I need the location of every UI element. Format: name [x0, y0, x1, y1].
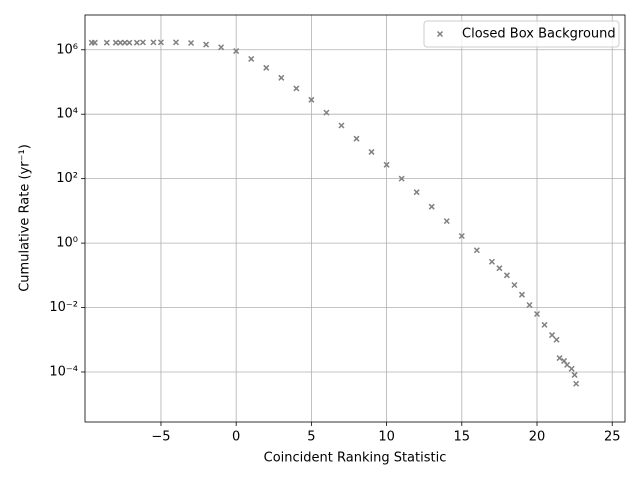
point	[91, 39, 98, 46]
y-tick-label: 10⁰	[56, 236, 78, 251]
y-axis-label: Cumulative Rate (yr⁻¹)	[18, 144, 33, 292]
point	[568, 365, 575, 372]
point	[496, 265, 503, 272]
grid	[85, 15, 625, 422]
point	[103, 39, 110, 46]
point	[157, 39, 164, 46]
x-tick-label: 15	[454, 430, 471, 445]
point	[511, 281, 518, 289]
point	[556, 355, 563, 362]
x-tick-label: −5	[151, 430, 170, 445]
point	[458, 232, 465, 240]
point	[263, 64, 270, 71]
point	[573, 380, 580, 387]
point	[526, 301, 533, 309]
point	[112, 39, 119, 46]
point	[150, 39, 157, 46]
y-tick-label: 10⁻⁴	[49, 364, 78, 379]
x-tick-label: 25	[604, 430, 621, 445]
y-tick-label: 10⁶	[56, 42, 78, 57]
point	[172, 39, 180, 46]
point	[248, 55, 255, 62]
point	[488, 258, 495, 265]
point	[473, 247, 480, 254]
x-tick-label: 10	[378, 430, 395, 445]
x-tick-label: 0	[232, 430, 240, 445]
point	[533, 310, 541, 318]
point	[368, 148, 375, 155]
point	[323, 109, 330, 116]
point	[443, 218, 450, 225]
plot-frame	[84, 14, 626, 423]
point	[117, 39, 124, 46]
point	[383, 161, 390, 168]
point	[398, 175, 405, 182]
y-tick-label: 10⁴	[56, 107, 78, 122]
point	[203, 41, 210, 48]
point	[553, 336, 560, 343]
point	[503, 272, 510, 279]
x-tick-label: 20	[529, 430, 546, 445]
point	[126, 39, 133, 46]
point	[188, 39, 195, 47]
point	[353, 135, 360, 142]
point	[233, 48, 240, 55]
point	[413, 189, 420, 196]
point	[549, 332, 556, 339]
point	[541, 321, 548, 328]
point	[139, 39, 146, 46]
point	[293, 85, 300, 92]
legend-box	[423, 20, 620, 48]
point	[308, 96, 315, 103]
point	[564, 361, 571, 368]
point	[518, 291, 525, 298]
point	[218, 44, 225, 51]
point	[133, 39, 140, 46]
point	[428, 203, 435, 210]
legend-label: Closed Box Background	[462, 27, 616, 42]
y-tick-label: 10⁻²	[49, 300, 78, 315]
y-tick-label: 10²	[56, 171, 78, 186]
point	[571, 371, 578, 378]
x-tick-label: 5	[307, 430, 315, 445]
legend-marker	[436, 30, 444, 38]
x-axis-label: Coincident Ranking Statistic	[264, 451, 447, 466]
point	[121, 39, 128, 46]
point	[338, 122, 345, 129]
point	[278, 74, 285, 81]
